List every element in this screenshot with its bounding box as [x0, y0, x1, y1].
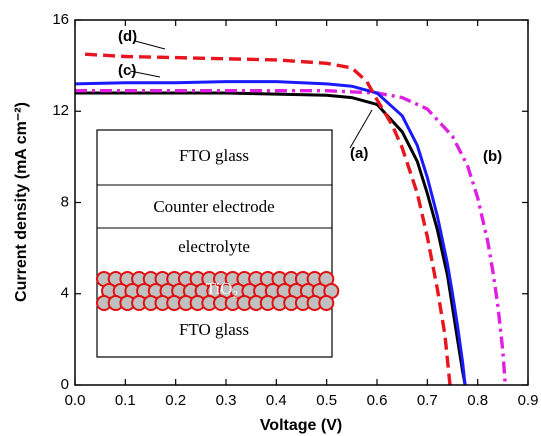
y-axis-title: Current density (mA cm⁻²) [13, 102, 30, 302]
x-tick-label: 0.3 [216, 392, 237, 409]
inset-frame [96, 129, 333, 358]
x-tick-label: 0.8 [467, 392, 488, 409]
label-leader [349, 109, 373, 149]
particle [318, 295, 335, 311]
layer-label: electrolyte [178, 237, 250, 256]
label-leader [134, 40, 166, 50]
series-label: (b) [483, 148, 502, 165]
y-tick-label: 0 [61, 376, 69, 393]
x-tick-label: 0.6 [367, 392, 388, 409]
layer-label: Counter electrode [153, 197, 274, 216]
layer-label: FTO glass [179, 146, 249, 165]
y-tick-label: 16 [52, 11, 69, 28]
x-tick-label: 0.7 [417, 392, 438, 409]
series-label: (c) [118, 62, 136, 79]
series-line [75, 91, 467, 386]
x-tick-label: 0.4 [266, 392, 287, 409]
label-leader [129, 70, 161, 78]
series-label: (d) [118, 28, 137, 45]
y-tick-label: 4 [61, 285, 69, 302]
series-line [74, 80, 467, 386]
x-axis-title: Voltage (V) [260, 417, 342, 434]
layer-label: FTO glass [179, 320, 249, 339]
inset-diagram: FTO glass Counter electrode electrolyte TiO… [96, 129, 340, 358]
series-line [85, 52, 452, 386]
x-tick-label: 0.5 [316, 392, 337, 409]
layer-label: TiO₂ [206, 279, 239, 298]
series-line [75, 89, 507, 386]
x-tick-label: 0.9 [518, 392, 539, 409]
y-tick-label: 8 [61, 193, 69, 210]
tio2-particles [96, 271, 340, 311]
series-label: (a) [350, 145, 368, 162]
y-tick-label: 12 [52, 102, 69, 119]
x-tick-label: 0.1 [115, 392, 136, 409]
x-tick-label: 0.0 [65, 392, 86, 409]
x-tick-label: 0.2 [165, 392, 186, 409]
